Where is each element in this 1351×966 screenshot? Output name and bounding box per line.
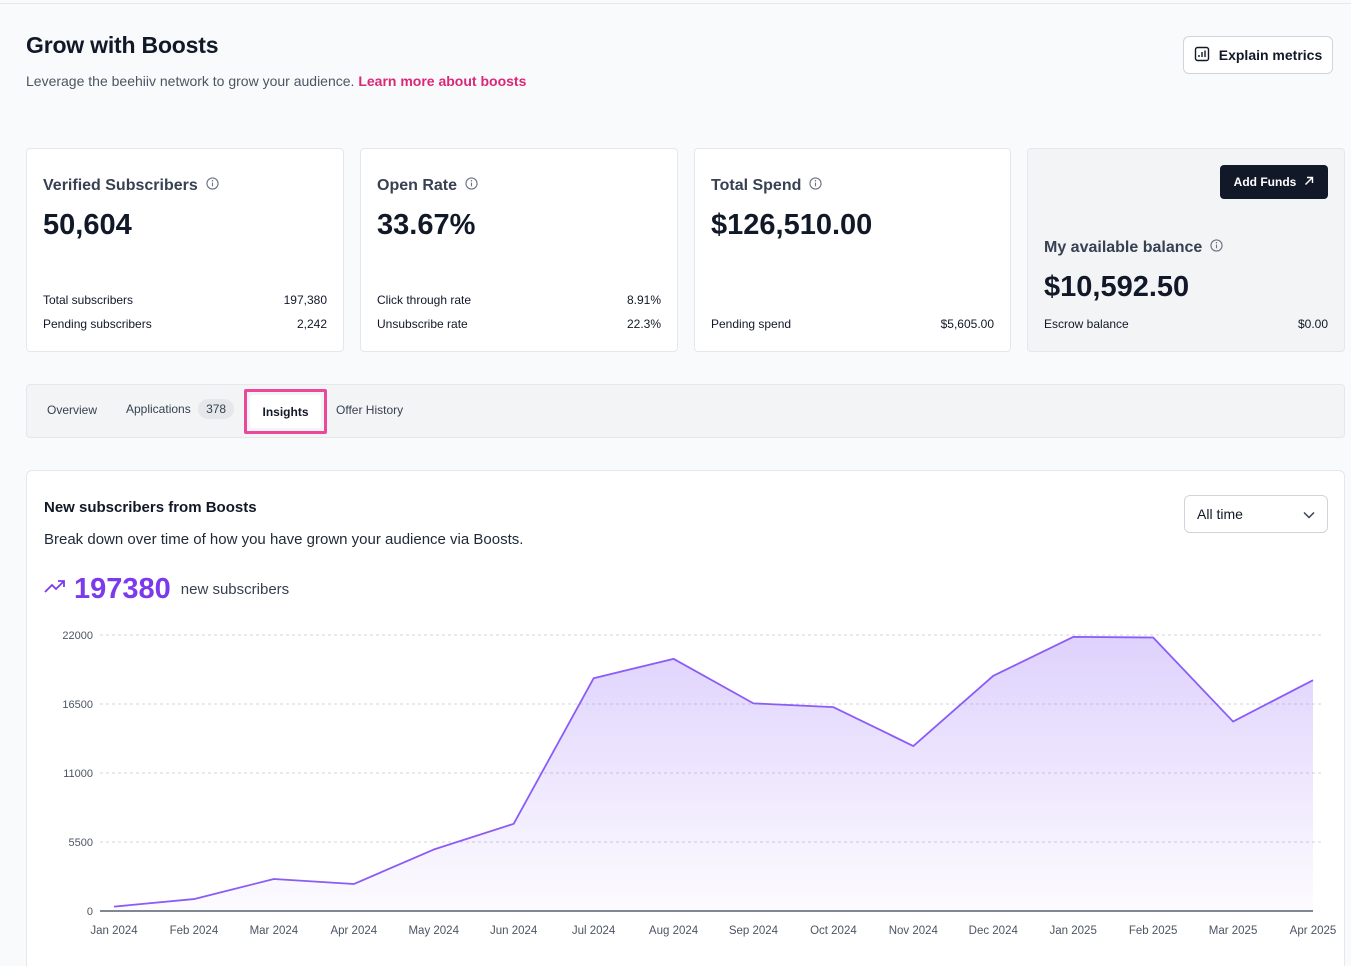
info-icon[interactable]: [465, 177, 478, 195]
balance-value: $10,592.50: [1044, 271, 1190, 303]
learn-more-link[interactable]: Learn more about boosts: [358, 73, 527, 89]
verified-subscribers-label: Verified Subscribers: [43, 177, 198, 194]
info-icon[interactable]: [206, 177, 219, 195]
tab-applications-label: Applications: [126, 402, 191, 416]
stat-value: $5,605.00: [940, 317, 994, 331]
tab-insights-label: Insights: [250, 395, 321, 428]
tab-bar: Overview Applications 378 Insights Offer…: [26, 384, 1345, 438]
stat-value: 8.91%: [626, 293, 661, 307]
page-title: Grow with Boosts: [26, 32, 219, 58]
trending-up-icon: [44, 579, 66, 600]
card-label: Total Spend: [711, 177, 823, 195]
time-range-select[interactable]: All time: [1184, 495, 1328, 533]
stat-row: Unsubscribe rate 22.3%: [377, 317, 661, 331]
stat-row: Pending spend $5,605.00: [711, 317, 994, 331]
top-divider: [0, 3, 1351, 4]
explain-metrics-button[interactable]: Explain metrics: [1183, 36, 1333, 74]
card-label: Verified Subscribers: [43, 177, 219, 195]
subscribers-chart-panel: New subscribers from Boosts Break down o…: [26, 470, 1345, 966]
stat-row: Total subscribers 197,380: [43, 293, 327, 307]
bar-chart-icon: [1194, 46, 1210, 65]
total-spend-card: Total Spend $126,510.00 Pending spend $5…: [694, 148, 1011, 352]
info-icon[interactable]: [1210, 239, 1223, 257]
tab-offer-history[interactable]: Offer History: [336, 403, 404, 417]
total-suffix: new subscribers: [180, 581, 290, 598]
balance-card: Add Funds My available balance $10,592.5…: [1027, 148, 1345, 352]
page-subtitle-text: Leverage the beehiiv network to grow you…: [26, 73, 355, 89]
chevron-down-icon: [1303, 506, 1315, 522]
stat-row: Escrow balance $0.00: [1044, 317, 1328, 331]
card-label: My available balance: [1044, 239, 1223, 257]
panel-subtitle: Break down over time of how you have gro…: [44, 531, 524, 548]
stat-label: Total subscribers: [43, 293, 134, 307]
verified-subscribers-card: Verified Subscribers 50,604 Total subscr…: [26, 148, 344, 352]
page-subtitle: Leverage the beehiiv network to grow you…: [26, 73, 526, 89]
tab-overview[interactable]: Overview: [47, 403, 98, 417]
page-header: Grow with Boosts Leverage the beehiiv ne…: [26, 30, 1333, 100]
explain-metrics-label: Explain metrics: [1218, 47, 1323, 63]
card-label: Open Rate: [377, 177, 478, 195]
add-funds-label: Add Funds: [1233, 175, 1297, 189]
stat-label: Click through rate: [377, 293, 472, 307]
total-summary: 197380 new subscribers: [44, 573, 289, 606]
stat-label: Pending subscribers: [43, 317, 152, 331]
balance-label: My available balance: [1044, 239, 1203, 256]
verified-subscribers-value: 50,604: [43, 209, 132, 241]
stat-label: Unsubscribe rate: [377, 317, 468, 331]
tab-insights[interactable]: Insights: [244, 389, 327, 434]
add-funds-button[interactable]: Add Funds: [1220, 165, 1328, 199]
stat-row: Click through rate 8.91%: [377, 293, 661, 307]
stat-value: 2,242: [296, 317, 327, 331]
count-badge: 378: [198, 399, 235, 419]
time-range-value: All time: [1197, 506, 1243, 522]
stat-row: Pending subscribers 2,242: [43, 317, 327, 331]
panel-title: New subscribers from Boosts: [44, 499, 257, 516]
open-rate-card: Open Rate 33.67% Click through rate 8.91…: [360, 148, 678, 352]
total-spend-label: Total Spend: [711, 177, 802, 194]
open-rate-value: 33.67%: [377, 209, 476, 241]
tab-applications[interactable]: Applications 378: [126, 399, 235, 419]
total-spend-value: $126,510.00: [711, 209, 873, 241]
stat-label: Escrow balance: [1044, 317, 1129, 331]
stat-value: 197,380: [283, 293, 327, 307]
stat-label: Pending spend: [711, 317, 792, 331]
stat-value: 22.3%: [626, 317, 661, 331]
open-rate-label: Open Rate: [377, 177, 458, 194]
arrow-up-right-icon: [1304, 175, 1314, 189]
total-new-subscribers: 197380: [74, 573, 171, 605]
info-icon[interactable]: [809, 177, 823, 195]
stat-value: $0.00: [1297, 317, 1328, 331]
